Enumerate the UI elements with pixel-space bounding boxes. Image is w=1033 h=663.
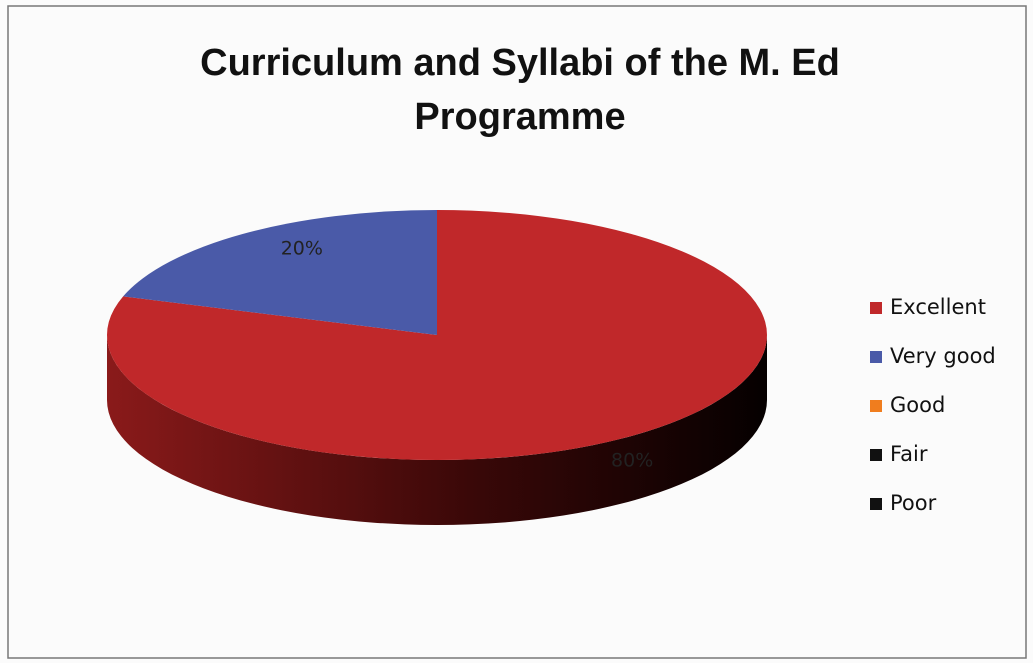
frame bbox=[7, 5, 1027, 659]
legend-swatch bbox=[870, 302, 882, 314]
legend-swatch bbox=[870, 498, 882, 510]
data-label: 20% bbox=[281, 238, 323, 260]
data-label: 80% bbox=[611, 449, 653, 471]
legend-swatch bbox=[870, 449, 882, 461]
chart-title: Curriculum and Syllabi of the M. Ed Prog… bbox=[200, 42, 840, 138]
legend-label: Poor bbox=[890, 491, 937, 515]
pie-slice bbox=[123, 210, 437, 335]
legend-label: Excellent bbox=[890, 295, 986, 319]
pie-side bbox=[107, 335, 767, 525]
legend-label: Very good bbox=[890, 344, 996, 368]
legend-label: Fair bbox=[890, 442, 928, 466]
legend-swatch bbox=[870, 400, 882, 412]
pie-slice bbox=[107, 210, 768, 460]
legend-swatch bbox=[870, 351, 882, 363]
legend-label: Good bbox=[890, 393, 945, 417]
